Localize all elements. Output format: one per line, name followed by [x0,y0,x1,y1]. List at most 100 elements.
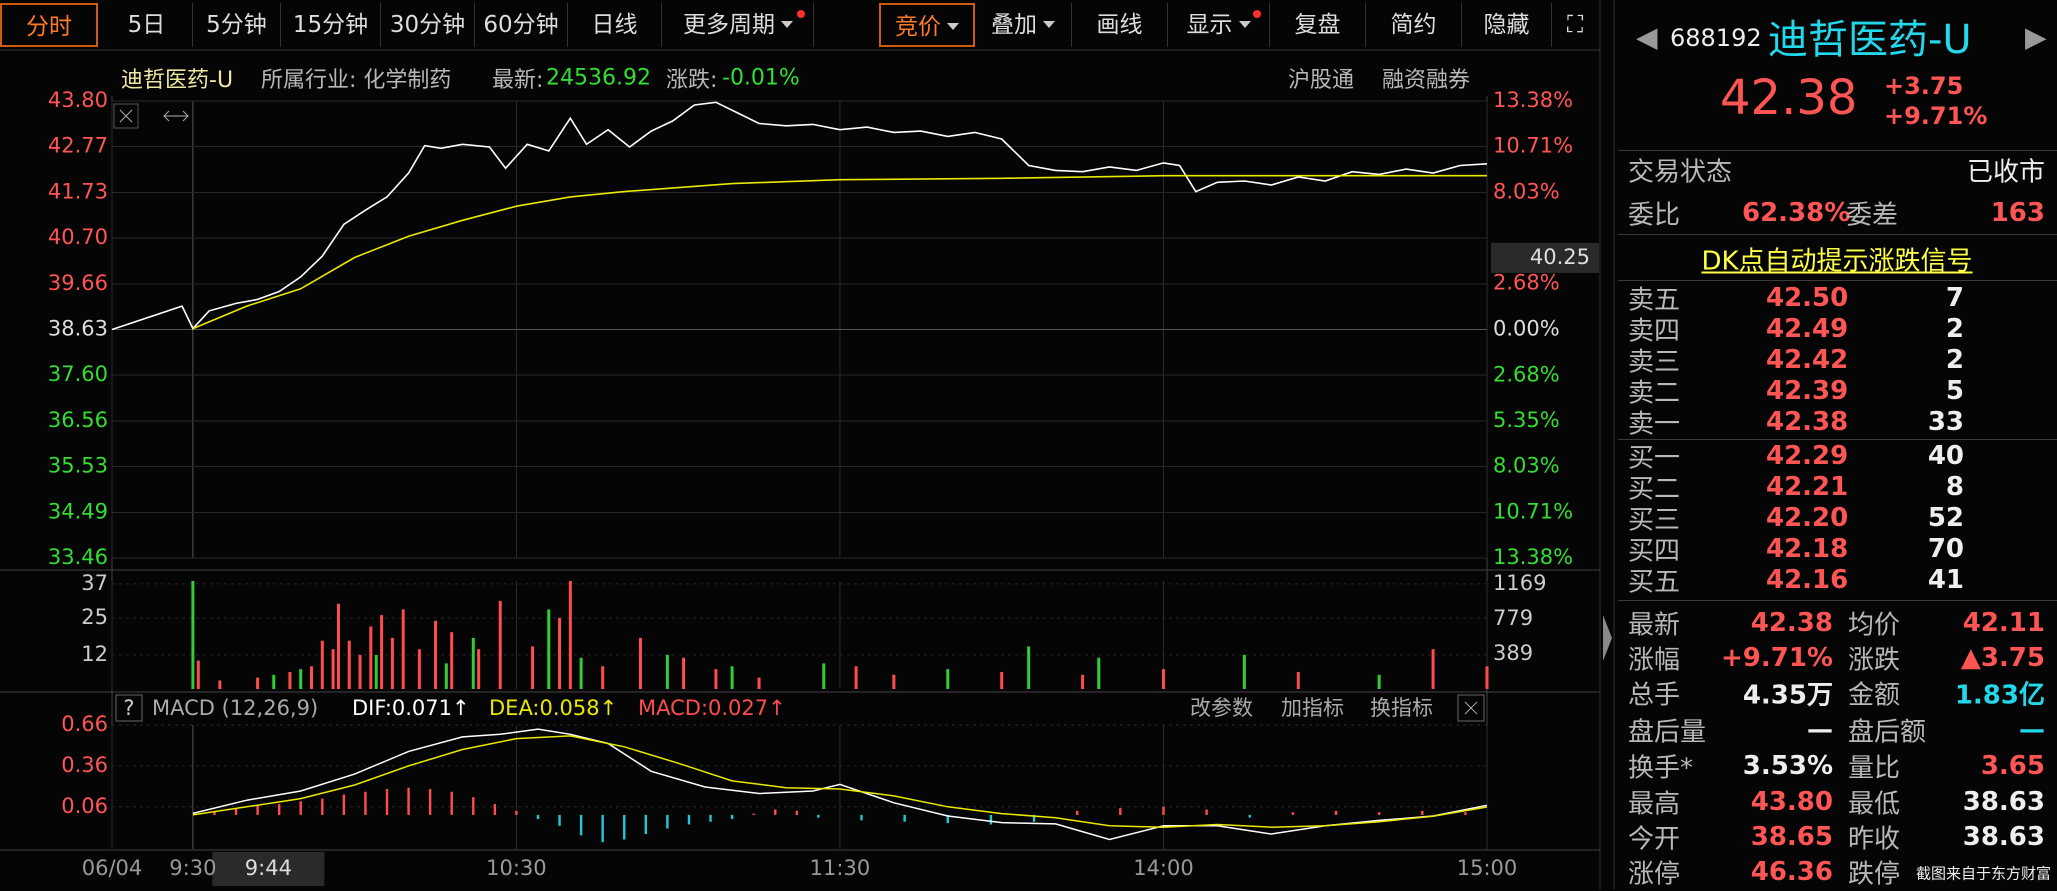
book-volume: 8 [1945,472,1964,502]
book-label: 买五 [1628,567,1681,598]
tool-tab[interactable]: 画线 [1072,3,1168,47]
price-line [192,174,1487,330]
macd-bar [903,814,906,822]
y-tick-label: 0.06 [61,794,108,818]
svg-text:?: ? [123,696,134,720]
stat-label: 最低 [1848,789,1901,820]
x-cursor-box [212,852,325,886]
help-icon[interactable]: ? [115,694,143,722]
book-price: 42.21 [1766,472,1849,502]
period-tab[interactable]: 30分钟 [381,3,475,47]
volume-bar [369,626,373,689]
tag[interactable]: 沪股通 [1288,68,1355,93]
volume-bar [730,666,734,689]
resize-icon[interactable] [163,110,189,122]
book-volume: 5 [1945,376,1964,406]
volume-bar [531,646,535,689]
macd-bar [989,814,993,825]
tool-tab[interactable]: 简约 [1366,3,1462,47]
y2-tick-label: 2.68% [1493,271,1560,295]
stat-value: +9.71% [1721,643,1833,673]
book-volume: 33 [1927,407,1964,437]
separator [1618,280,2057,281]
close-icon[interactable] [113,103,139,129]
volume-bar [601,666,605,689]
y2-tick-label: 10.71% [1493,499,1573,523]
period-tab[interactable]: 5日 [101,3,193,47]
macd-bar [364,791,367,815]
stat-label: 昨收 [1848,824,1901,855]
macd-bar [946,814,949,824]
stat-label: 总手 [1628,680,1681,711]
volume-bar [320,640,324,689]
indicator-button[interactable]: 改参数 [1190,696,1253,720]
ratio-label: 委比 [1628,200,1681,231]
book-label: 买一 [1628,443,1681,474]
macd-bar [666,814,669,829]
chart-area: ? 43.80 42.77 41.73 40.70 39.66 38.63 37.60 36.… [0,0,1615,889]
volume-bar [374,654,378,689]
prev-arrow[interactable]: ◀ [1636,20,1658,54]
macd-bar [385,789,389,815]
period-tab[interactable]: 5分钟 [193,3,281,47]
period-tab[interactable]: 15分钟 [281,3,381,47]
volume-bar [380,615,384,689]
macd-bar [299,801,302,815]
tool-tab[interactable]: 复盘 [1270,3,1366,47]
stat-label: 今开 [1628,824,1681,855]
macd-bar [342,794,346,815]
tool-tab[interactable]: 显示 [1168,3,1270,47]
stat-value: ▲3.75 [1960,643,2045,673]
volume-bar [1485,666,1489,689]
stat-label: 盘后量 [1628,717,1707,748]
stat-label: 最新 [1628,610,1681,641]
book-volume: 52 [1927,503,1964,533]
next-arrow[interactable]: ▶ [2025,20,2047,54]
stat-label: 最高 [1628,789,1681,820]
volume-bar [946,669,950,689]
y-tick-label: 38.63 [48,317,108,341]
stock-title: 迪哲医药-U [1768,17,1972,63]
stat-value: 42.11 [1962,608,2045,638]
indicator-button[interactable]: 加指标 [1281,696,1344,720]
period-tab[interactable]: 分时 [0,3,98,47]
tool-tab[interactable]: 叠加 [975,3,1072,47]
collapse-arrow[interactable] [1603,615,1612,661]
macd-bar [709,814,712,822]
stat-value: 1.83亿 [1954,680,2045,711]
y2-tick-label: 5.35% [1493,408,1560,432]
macd-bar [774,809,777,815]
signal-link[interactable]: DK点自动提示涨跌信号 [1701,246,1973,277]
stat-label: 金额 [1848,680,1901,711]
macd-bar [601,814,604,843]
stat-label: 换手* [1628,753,1694,784]
legend-entry: DEA:0.058↑ [489,696,617,720]
tool-tab[interactable]: 隐藏 [1462,3,1552,47]
y-tick-label: 39.66 [48,271,108,295]
y-tick-label: 35.53 [48,454,108,478]
volume-bar [638,637,642,689]
volume-bar [1296,671,1300,689]
book-price: 42.39 [1766,376,1849,406]
macd-bar [472,797,475,815]
cursor-label: 40.25 [1530,245,1590,269]
y-tick-label: 0.66 [61,712,108,736]
volume-bar [434,620,438,689]
tool-tab[interactable]: 竞价 [879,3,975,47]
price-change-pct: +9.71% [1884,102,1988,130]
x-tick-label: 14:00 [1133,856,1194,880]
y-tick-label: 41.73 [48,179,108,203]
period-tab[interactable]: 更多周期 [663,3,814,47]
index-change: -0.01% [722,65,800,91]
tag[interactable]: 融资融券 [1382,68,1471,93]
macd-bar [536,814,540,820]
period-tab[interactable]: 日线 [568,3,662,47]
fullscreen-icon[interactable]: ⛶ [1566,12,1584,38]
indicator-button[interactable]: 换指标 [1370,696,1433,720]
stat-value: 38.63 [1962,822,2045,852]
close-indicator[interactable] [1457,694,1485,722]
volume-bar [310,666,314,689]
period-tab[interactable]: 60分钟 [475,3,568,47]
stat-value: — [1807,715,1833,745]
